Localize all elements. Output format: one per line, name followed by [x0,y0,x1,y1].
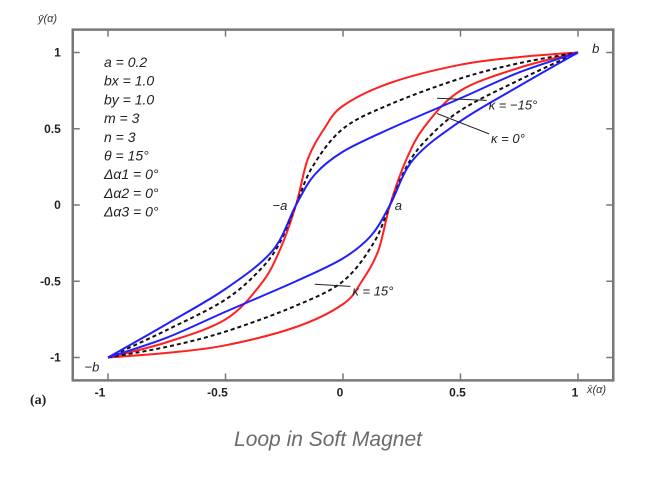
annotation-label: κ = 0° [491,131,525,146]
series-0-lower-branch [107,51,579,359]
parameter-label: bx = 1.0 [104,73,154,89]
annotation-label: κ = 15° [352,283,393,298]
annotation-leader [436,97,487,101]
y-tick-label: 1 [54,46,61,60]
panel-label: (a) [30,393,47,408]
parameter-label: Δα3 = 0° [103,204,159,220]
x-tick-label: -1 [95,385,106,399]
x-axis-label: x̄(α) [586,384,606,396]
annotation-leader [314,283,351,287]
annotation-leader [436,113,490,135]
annotation-label: −a [273,198,288,213]
parameter-label: Δα1 = 0° [103,166,159,182]
y-tick-label: -0.5 [40,274,61,288]
parameter-label: m = 3 [104,110,140,126]
figure-caption: Loop in Soft Magnet [234,428,422,451]
parameter-label: a = 0.2 [104,54,147,70]
parameter-label: by = 1.0 [104,91,154,107]
series-0-upper-branch [107,51,579,359]
series-2-upper-branch [107,51,579,359]
series-1-lower-branch [107,51,579,359]
y-tick-label: -1 [50,351,61,365]
parameter-label: θ = 15° [104,148,149,164]
annotation-label: b [592,41,599,56]
annotation-label: κ = −15° [489,97,538,112]
parameter-label: n = 3 [104,129,136,145]
series-1-upper-branch [107,51,579,359]
x-tick-label: 1 [572,385,579,399]
annotation-label: a [395,198,402,213]
y-tick-label: 0 [54,198,61,212]
y-tick-label: 0.5 [44,122,61,136]
hysteresis-chart: -1 -0.5 0 0.5 1 -1 -0.5 0 0.5 1 x̄(α) ȳ(α) (a) a = 0.… [30,13,615,408]
parameter-label: Δα2 = 0° [103,185,159,201]
y-axis-label: ȳ(α) [37,13,57,25]
x-tick-label: 0.5 [449,385,466,399]
annotation-label: −b [85,360,100,375]
x-tick-label: -0.5 [207,385,228,399]
series-2-lower-branch [107,51,579,359]
x-tick-label: 0 [337,385,344,399]
